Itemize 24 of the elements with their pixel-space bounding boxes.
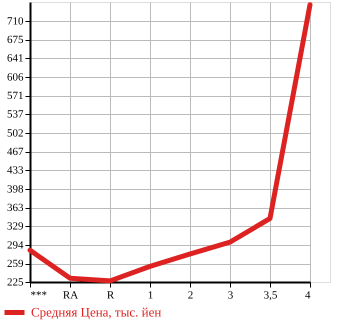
y-tick-label: 675: [7, 34, 24, 46]
x-tick-label: ***: [30, 290, 47, 302]
y-tick-label: 259: [7, 258, 24, 270]
y-tick-label: 502: [7, 127, 24, 140]
x-tick-label: RA: [62, 290, 78, 302]
y-tick-label: 710: [7, 15, 24, 28]
y-tick-label: 571: [7, 90, 24, 102]
y-tick-label: 537: [7, 108, 24, 120]
x-tick-label: 4: [305, 290, 311, 302]
y-tick-label: 433: [7, 164, 24, 176]
y-tick-label: 606: [7, 71, 24, 84]
y-tick-label: 641: [7, 52, 24, 64]
x-tick-label: 3,5: [264, 290, 278, 302]
x-tick-label: 2: [188, 290, 194, 302]
x-tick-label: 3: [228, 290, 234, 302]
x-tick-label: 1: [148, 290, 154, 302]
y-tick-label: 398: [7, 183, 24, 196]
y-tick-label: 329: [7, 220, 24, 232]
y-tick-label: 363: [7, 202, 24, 214]
y-tick-label: 294: [7, 239, 24, 252]
x-tick-label: R: [106, 290, 115, 302]
y-tick-label: 467: [7, 146, 24, 158]
legend-label: Средняя Цена, тыс. йен: [31, 304, 162, 320]
y-tick-label: 225: [7, 276, 24, 288]
